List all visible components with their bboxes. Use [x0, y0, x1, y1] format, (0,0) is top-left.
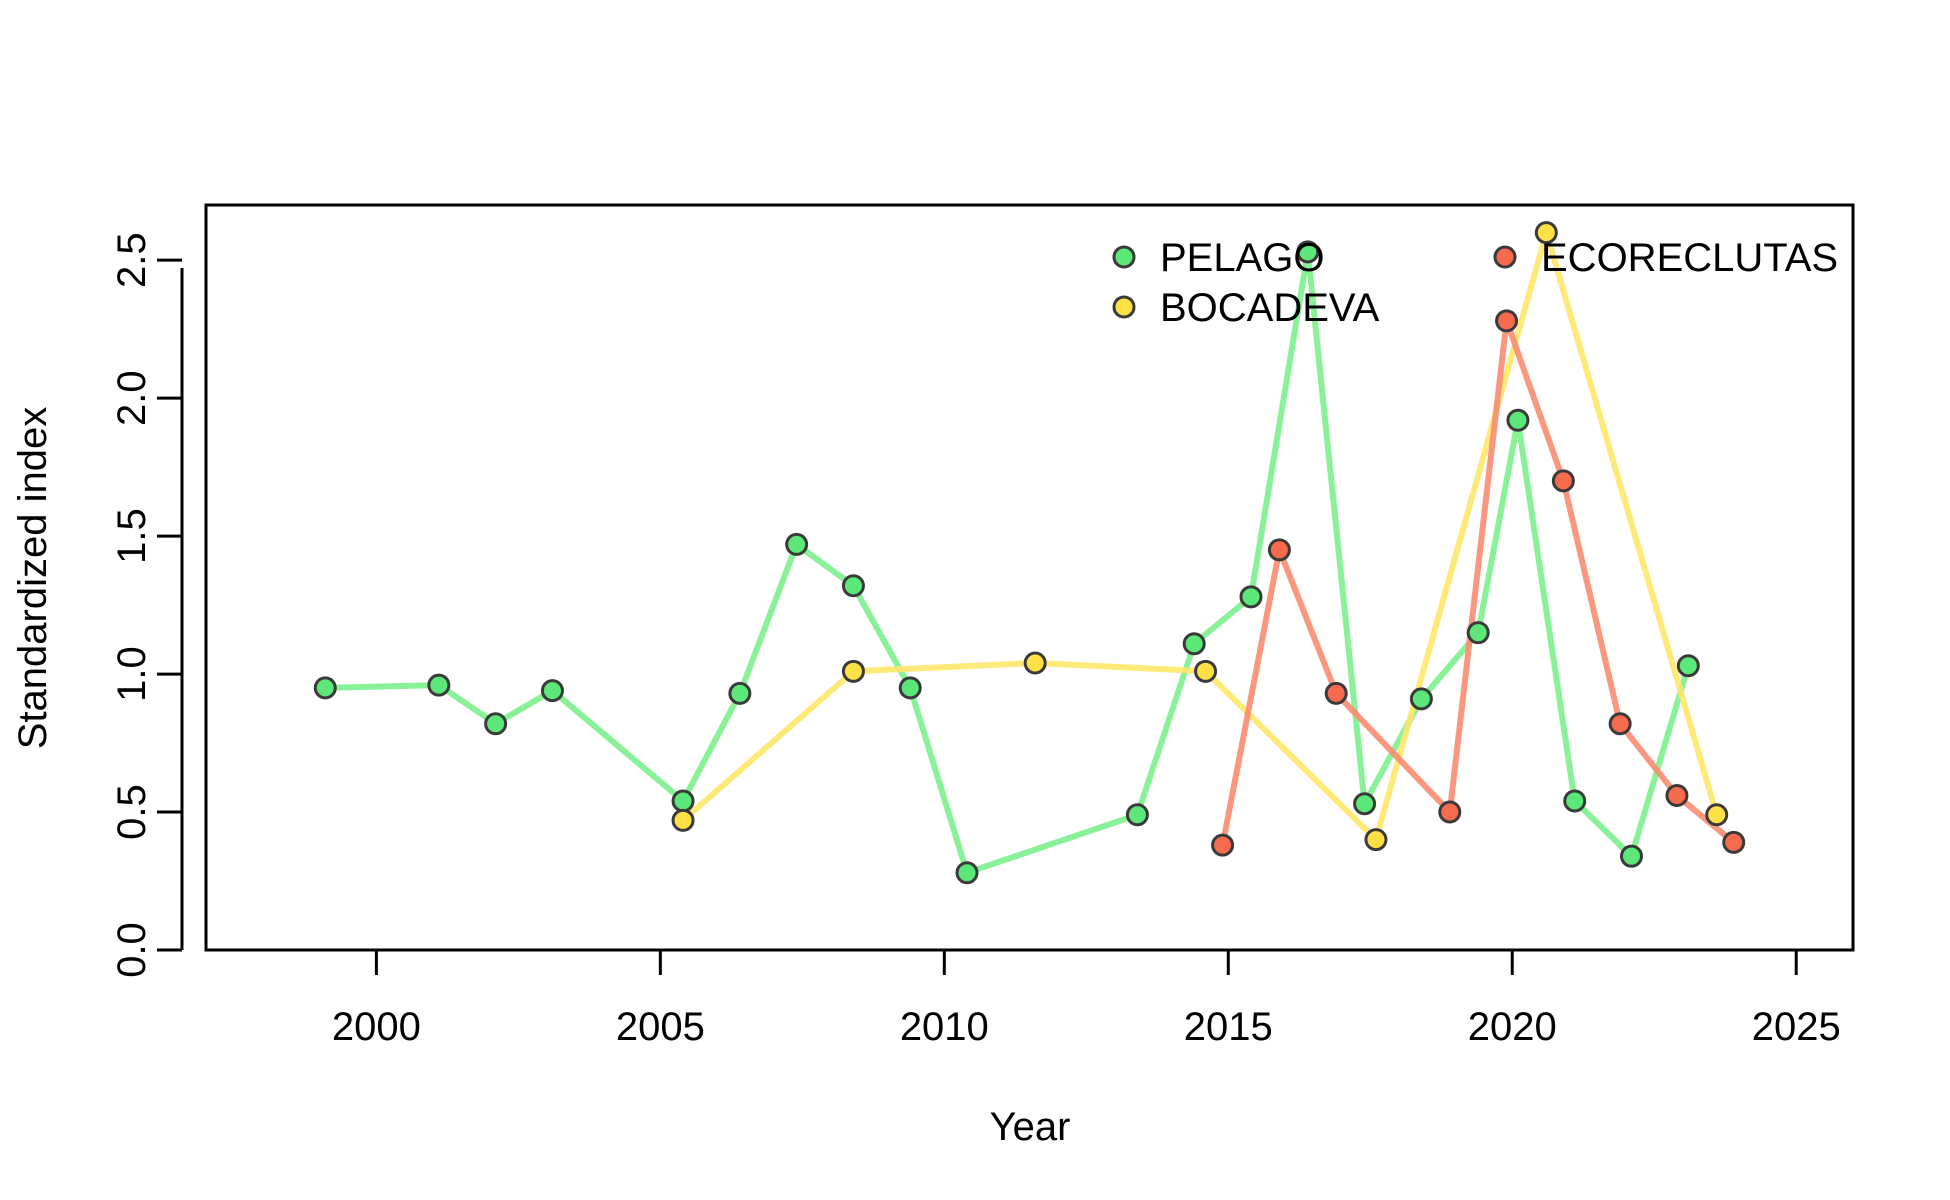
- data-point: [313, 676, 337, 700]
- legend-label-pelago: PELAGO: [1160, 236, 1325, 280]
- y-axis-ticks: 0.0 0.5 1.0 1.5 2.0 2.5: [110, 232, 182, 978]
- y-tick-label: 1.0: [110, 646, 154, 702]
- data-point: [955, 861, 979, 885]
- series-layer: [313, 221, 1746, 885]
- legend-marker-bocadeva: [1112, 295, 1136, 319]
- y-tick-label: 1.5: [110, 508, 154, 564]
- x-tick-label: 2015: [1184, 1005, 1273, 1049]
- y-tick-label: 2.5: [110, 232, 154, 288]
- data-point: [1182, 632, 1206, 656]
- legend-marker-pelago: [1112, 245, 1136, 269]
- data-point: [1353, 792, 1377, 816]
- series-points-ecoreclutas: [1211, 309, 1746, 857]
- data-point: [1324, 681, 1348, 705]
- x-tick-label: 2025: [1752, 1005, 1841, 1049]
- series-points-bocadeva: [671, 221, 1729, 852]
- data-point: [1563, 789, 1587, 813]
- data-point: [728, 681, 752, 705]
- data-point: [1676, 654, 1700, 678]
- x-tick-label: 2005: [616, 1005, 705, 1049]
- data-point: [1495, 309, 1519, 333]
- x-axis-title: Year: [990, 1105, 1071, 1149]
- plot-frame: [204, 203, 1855, 952]
- x-tick-label: 2020: [1468, 1005, 1557, 1049]
- data-point: [1608, 712, 1632, 736]
- data-point: [484, 712, 508, 736]
- data-point: [1551, 469, 1575, 493]
- series-line-pelago: [322, 248, 1692, 876]
- data-point: [1506, 408, 1530, 432]
- y-tick-label: 2.0: [110, 370, 154, 426]
- data-point: [1125, 803, 1149, 827]
- data-point: [1438, 800, 1462, 824]
- data-point: [1211, 833, 1235, 857]
- data-point: [1267, 538, 1291, 562]
- data-point: [1409, 687, 1433, 711]
- data-point: [785, 532, 809, 556]
- data-point: [1620, 844, 1644, 868]
- x-tick-label: 2010: [900, 1005, 989, 1049]
- y-tick-label: 0.5: [110, 784, 154, 840]
- data-point: [427, 673, 451, 697]
- x-tick-label: 2000: [332, 1005, 421, 1049]
- legend: PELAGO BOCADEVA ECORECLUTAS: [1112, 236, 1838, 330]
- data-point: [1239, 585, 1263, 609]
- data-point: [841, 659, 865, 683]
- y-axis-title: Standardized index: [11, 407, 55, 749]
- data-point: [1023, 651, 1047, 675]
- legend-label-bocadeva: BOCADEVA: [1160, 286, 1380, 330]
- data-point: [898, 676, 922, 700]
- data-point: [540, 679, 564, 703]
- series-points-pelago: [313, 240, 1700, 885]
- data-point: [1466, 621, 1490, 645]
- x-axis-ticks: 2000 2005 2010 2015 2020 2025: [332, 950, 1841, 1049]
- data-point: [671, 808, 695, 832]
- data-point: [1296, 240, 1320, 264]
- legend-marker-ecoreclutas: [1493, 245, 1517, 269]
- data-point: [841, 574, 865, 598]
- y-tick-label: 0.0: [110, 922, 154, 978]
- legend-label-ecoreclutas: ECORECLUTAS: [1541, 236, 1838, 280]
- data-point: [1194, 659, 1218, 683]
- data-point: [1722, 830, 1746, 854]
- data-point: [1705, 803, 1729, 827]
- data-point: [1364, 828, 1388, 852]
- data-point: [1665, 783, 1689, 807]
- data-point: [671, 789, 695, 813]
- data-point: [1534, 221, 1558, 245]
